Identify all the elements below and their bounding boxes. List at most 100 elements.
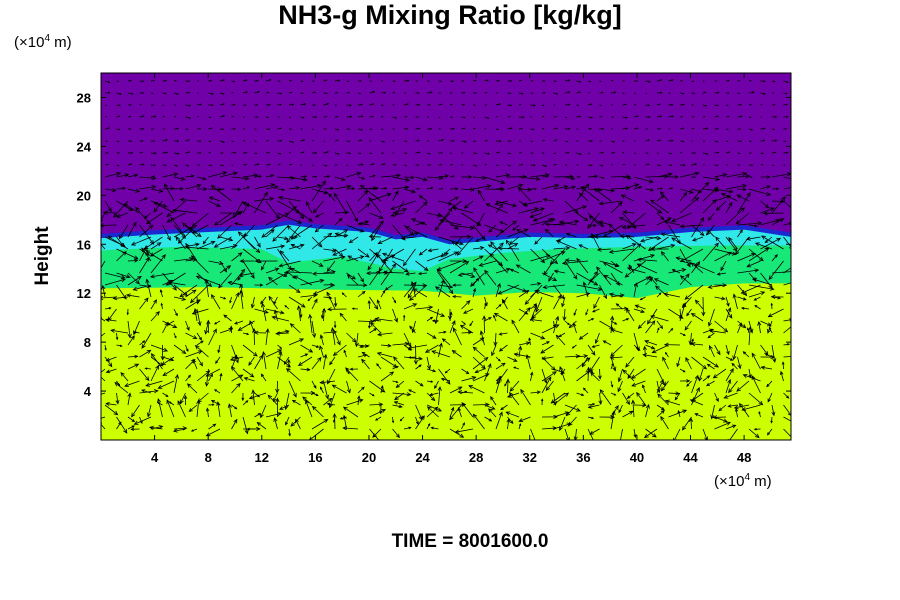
wind-vector [265, 268, 279, 274]
wind-vector [233, 200, 244, 218]
wind-vector [392, 190, 399, 202]
wind-vector [627, 368, 635, 379]
wind-vector [518, 290, 529, 298]
wind-vector-head [512, 227, 516, 231]
wind-vector-head [608, 229, 614, 234]
wind-vector-head [578, 335, 584, 340]
wind-vector-head [172, 286, 177, 291]
wind-vector-head [211, 104, 214, 107]
wind-vector [640, 296, 646, 301]
wind-vector-head [486, 139, 489, 142]
wind-vector-head [296, 305, 302, 310]
wind-vector-head [387, 343, 392, 348]
wind-vector-head [248, 361, 253, 366]
wind-vector-head [749, 328, 754, 334]
wind-vector [644, 428, 658, 438]
wind-vector-head [553, 414, 558, 419]
wind-vector [783, 404, 791, 416]
wind-vector [692, 236, 704, 241]
wind-vector-head [404, 185, 410, 190]
wind-vector [435, 286, 451, 298]
x-tick-label: 44 [683, 450, 698, 465]
wind-vector-head [432, 369, 437, 373]
wind-vector [265, 186, 278, 190]
wind-vector-head [554, 183, 560, 188]
wind-vector [550, 392, 566, 404]
wind-vector-head [290, 128, 293, 130]
wind-vector [231, 366, 244, 382]
wind-vector-head [361, 290, 366, 295]
wind-vector [231, 419, 238, 430]
wind-vector-head [187, 374, 192, 378]
wind-vector [679, 197, 699, 214]
wind-vector [127, 188, 140, 192]
wind-vector [239, 272, 255, 277]
wind-vector-head [728, 151, 731, 154]
wind-vector-head [474, 79, 477, 82]
wind-vector-head [418, 127, 421, 130]
wind-vector-head [376, 269, 381, 275]
wind-vector [383, 271, 405, 274]
wind-vector-head [482, 315, 487, 320]
wind-vector-head [671, 79, 674, 82]
wind-vector-head [292, 392, 297, 398]
wind-vector-head [172, 428, 178, 433]
wind-vector-head [129, 115, 132, 118]
wind-vector [453, 296, 462, 298]
wind-vector-head [591, 318, 595, 321]
wind-vector-head [110, 328, 115, 333]
wind-vector-head [339, 312, 344, 317]
wind-vector-head [586, 366, 591, 372]
wind-vector [637, 259, 658, 262]
wind-vector-head [143, 215, 148, 219]
wind-vector-head [270, 174, 275, 178]
wind-vector [530, 254, 550, 262]
wind-vector [458, 407, 462, 418]
wind-vector [116, 187, 126, 190]
wind-vector [162, 322, 169, 334]
wind-vector [261, 303, 267, 322]
wind-vector-head [457, 272, 463, 277]
wind-vector-head [633, 434, 637, 438]
wind-vector [248, 356, 255, 366]
wind-vector [725, 207, 745, 226]
wind-vector-head [618, 201, 623, 207]
wind-vector-head [786, 115, 789, 118]
wind-vector [196, 275, 221, 286]
wind-vector-head [319, 345, 324, 351]
wind-vector-head [452, 283, 456, 287]
wind-vector-head [222, 128, 225, 131]
wind-vector [434, 380, 439, 389]
wind-vector [333, 344, 347, 356]
wind-vector [426, 176, 443, 179]
wind-vector [587, 212, 604, 228]
wind-vector-head [153, 202, 159, 206]
wind-vector-head [528, 337, 532, 341]
wind-vector [760, 272, 773, 289]
wind-vector [438, 207, 453, 226]
wind-vector-head [444, 370, 448, 374]
wind-vector [392, 416, 394, 423]
wind-vector-head [263, 309, 269, 314]
wind-vector [162, 356, 174, 361]
wind-vector [460, 325, 474, 334]
wind-vector-head [342, 426, 348, 431]
wind-vector [761, 235, 784, 250]
wind-vector-head [463, 103, 466, 106]
wind-vector-head [439, 92, 442, 94]
wind-vector-head [187, 164, 190, 167]
wind-vector [369, 270, 381, 286]
wind-vector-head [498, 411, 503, 417]
wind-vector [679, 260, 692, 265]
wind-vector-head [684, 295, 690, 300]
wind-vector [708, 212, 715, 221]
wind-vector-head [752, 91, 755, 94]
wind-vector [425, 344, 439, 353]
wind-vector-head [555, 116, 558, 118]
wind-vector-head [732, 246, 738, 252]
wind-vector-head [199, 140, 202, 143]
wind-vector [206, 368, 221, 377]
wind-vector-head [250, 274, 255, 279]
wind-vector-head [486, 79, 489, 82]
wind-vector [622, 243, 636, 250]
